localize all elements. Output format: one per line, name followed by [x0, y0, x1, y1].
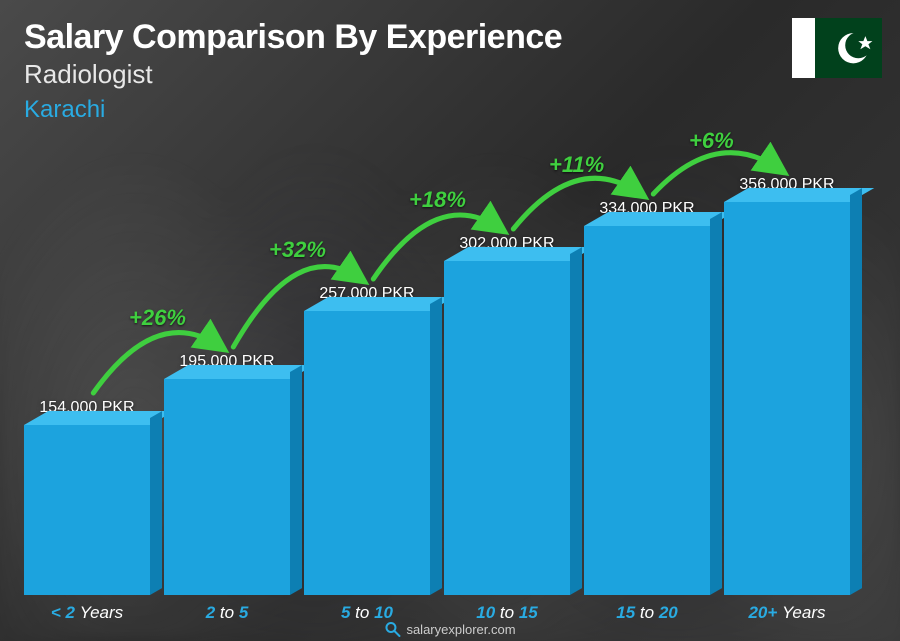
growth-arc [653, 153, 780, 194]
growth-arc [93, 333, 220, 393]
growth-percent-label: +18% [409, 187, 466, 213]
growth-percent-label: +26% [129, 305, 186, 331]
growth-percent-label: +11% [549, 152, 604, 178]
xaxis-label: 2 to 5 [164, 603, 290, 623]
xaxis-label: 10 to 15 [444, 603, 570, 623]
page-title: Salary Comparison By Experience [24, 18, 562, 57]
search-icon [384, 621, 400, 637]
growth-arc [233, 267, 360, 347]
growth-arc [513, 178, 640, 229]
growth-percent-label: +32% [269, 237, 326, 263]
salary-bar-chart: 154,000 PKR 195,000 PKR 257,000 PKR 302,… [24, 140, 850, 595]
xaxis: < 2 Years 2 to 5 5 to 10 10 to 15 15 to 20 20… [24, 603, 850, 623]
footer-site: salaryexplorer.com [406, 622, 515, 637]
xaxis-label: 5 to 10 [304, 603, 430, 623]
xaxis-label: 15 to 20 [584, 603, 710, 623]
xaxis-label: 20+ Years [724, 603, 850, 623]
growth-percent-label: +6% [689, 128, 734, 154]
growth-arc [373, 215, 500, 279]
xaxis-label: < 2 Years [24, 603, 150, 623]
footer-attribution: salaryexplorer.com [384, 621, 515, 637]
